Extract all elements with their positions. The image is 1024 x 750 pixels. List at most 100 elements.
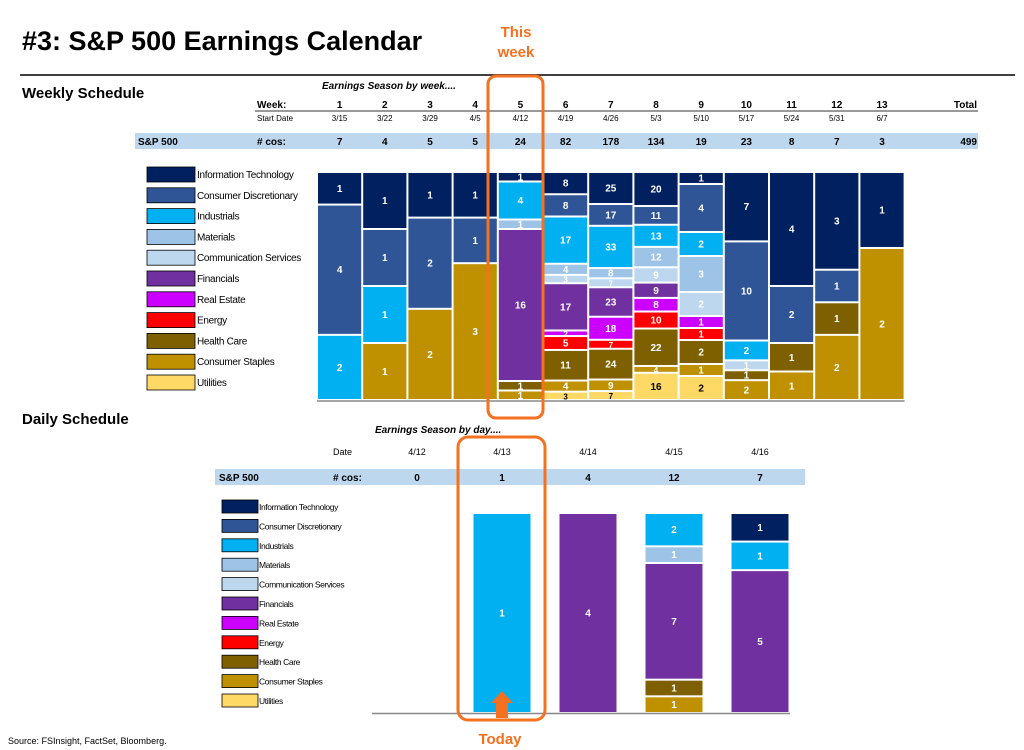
segment-label: 16	[650, 382, 662, 393]
segment-label: 33	[605, 242, 617, 253]
legend-label: Consumer Discretionary	[197, 191, 298, 202]
bar-segment	[770, 344, 814, 371]
bar-segment	[363, 230, 407, 285]
legend-label: Real Estate	[259, 618, 299, 628]
legend-label: Consumer Staples	[259, 677, 323, 687]
segment-label: 1	[757, 523, 763, 534]
day-date: 4/16	[751, 447, 769, 457]
segment-label: 1	[382, 253, 388, 264]
segment-label: 2	[879, 320, 885, 331]
bar-segment	[544, 392, 588, 399]
week-count: 5	[472, 137, 478, 148]
legend-swatch	[221, 538, 259, 553]
week-start-date: 5/3	[650, 114, 662, 123]
bar-segment	[860, 173, 904, 247]
segment-label: 1	[757, 551, 763, 562]
legend-label: Utilities	[259, 696, 283, 706]
week-number: 5	[518, 100, 524, 111]
bar-segment	[679, 233, 723, 255]
legend-swatch	[146, 228, 196, 245]
segment-label: 7	[609, 341, 614, 350]
day-count: 12	[668, 473, 680, 484]
week-count: 3	[879, 137, 885, 148]
bar-segment	[679, 365, 723, 375]
bar-segment	[724, 173, 768, 241]
legend-label: Utilities	[197, 378, 227, 389]
bar-segment	[815, 303, 859, 334]
week-start-date: 5/17	[739, 114, 755, 123]
bar-segment	[408, 309, 452, 399]
segment-label: 4	[698, 204, 704, 215]
week-start-date: 5/10	[693, 114, 709, 123]
legend-label: Health Care	[259, 657, 301, 667]
bar-segment	[589, 269, 633, 278]
segment-label: 20	[650, 185, 662, 196]
segment-label: 1	[382, 310, 388, 321]
segment-label: 4	[789, 225, 795, 236]
segment-label: 2	[744, 346, 750, 357]
legend-swatch	[221, 499, 259, 514]
bar-segment	[679, 377, 723, 399]
segment-label: 2	[427, 350, 433, 361]
week-number: 4	[472, 100, 478, 111]
week-start-date: 4/5	[470, 114, 482, 123]
legend-label: Materials	[197, 232, 235, 243]
week-number: 6	[563, 100, 569, 111]
bar-segment	[634, 225, 678, 246]
segment-label: 2	[698, 348, 704, 359]
segment-label: 1	[789, 353, 795, 364]
week-start-date: 5/24	[784, 114, 800, 123]
legend-swatch	[221, 616, 259, 630]
segment-label: 5	[757, 637, 763, 648]
segment-label: 1	[499, 609, 505, 620]
segment-label: 1	[518, 172, 524, 183]
start-date-label: Start Date	[257, 114, 294, 123]
week-number: 2	[382, 100, 388, 111]
bar-segment	[318, 173, 362, 204]
segment-label: 1	[518, 220, 524, 231]
legend-label: Information Technology	[259, 502, 339, 512]
bar-segment	[679, 257, 723, 291]
total-value: 499	[960, 137, 977, 148]
segment-label: 4	[518, 196, 524, 207]
bar-segment	[634, 247, 678, 267]
segment-label: 1	[879, 206, 885, 217]
bar-segment	[679, 293, 723, 315]
segment-label: 5	[563, 339, 569, 350]
legend-swatch	[146, 187, 196, 204]
bar-segment	[770, 287, 814, 342]
legend-swatch	[221, 557, 259, 572]
bar-segment	[634, 298, 678, 311]
bar-segment	[679, 317, 723, 327]
week-count: 24	[515, 137, 527, 148]
segment-label: 3	[472, 327, 478, 338]
segment-label: 13	[650, 231, 662, 242]
bar-segment	[724, 381, 768, 399]
page-title: #3: S&P 500 Earnings Calendar	[22, 26, 423, 56]
week-count: 5	[427, 137, 433, 148]
bar-segment	[589, 349, 633, 379]
segment-label: 17	[560, 302, 572, 313]
segment-label: 2	[834, 363, 840, 374]
day-date: 4/13	[493, 447, 511, 457]
bar-segment	[589, 380, 633, 391]
day-count: 0	[414, 473, 420, 484]
segment-label: 10	[741, 286, 753, 297]
legend-swatch	[146, 270, 196, 287]
bar-segment	[453, 218, 497, 263]
week-number: 1	[337, 100, 343, 111]
legend-swatch	[146, 312, 196, 329]
segment-label: 4	[563, 382, 569, 393]
legend-swatch	[221, 693, 259, 708]
week-count: 7	[834, 137, 840, 148]
legend-label: Energy	[197, 316, 227, 327]
legend-label: Industrials	[259, 541, 293, 551]
weekly-heading: Weekly Schedule	[22, 85, 144, 102]
bar-segment	[724, 371, 768, 380]
weekly-count-band	[135, 133, 978, 149]
bar-segment	[634, 329, 678, 365]
week-start-date: 3/29	[422, 114, 438, 123]
daily-heading: Daily Schedule	[22, 411, 129, 428]
bar-segment	[645, 547, 703, 562]
segment-label: 2	[563, 330, 568, 339]
